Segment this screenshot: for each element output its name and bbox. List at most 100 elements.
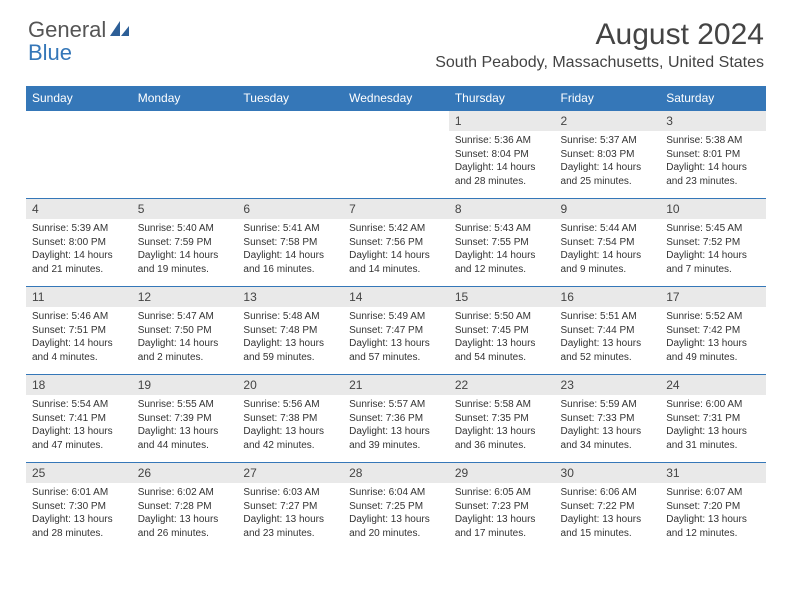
day-number: 13 bbox=[237, 287, 343, 307]
day-number: 29 bbox=[449, 463, 555, 483]
day-number: 8 bbox=[449, 199, 555, 219]
day-details: Sunrise: 5:50 AMSunset: 7:45 PMDaylight:… bbox=[449, 307, 555, 368]
day-header: Sunday bbox=[26, 86, 132, 111]
day-number: 2 bbox=[555, 111, 661, 131]
day-cell: 18Sunrise: 5:54 AMSunset: 7:41 PMDayligh… bbox=[26, 375, 132, 463]
day-number: 28 bbox=[343, 463, 449, 483]
day-number: 31 bbox=[660, 463, 766, 483]
logo: GeneralBlue bbox=[28, 18, 131, 64]
day-cell: 13Sunrise: 5:48 AMSunset: 7:48 PMDayligh… bbox=[237, 287, 343, 375]
day-header: Wednesday bbox=[343, 86, 449, 111]
day-cell bbox=[343, 111, 449, 199]
day-details: Sunrise: 5:41 AMSunset: 7:58 PMDaylight:… bbox=[237, 219, 343, 280]
day-cell: 20Sunrise: 5:56 AMSunset: 7:38 PMDayligh… bbox=[237, 375, 343, 463]
week-row: 25Sunrise: 6:01 AMSunset: 7:30 PMDayligh… bbox=[26, 463, 766, 551]
day-details: Sunrise: 6:01 AMSunset: 7:30 PMDaylight:… bbox=[26, 483, 132, 544]
day-number: 5 bbox=[132, 199, 238, 219]
day-cell: 15Sunrise: 5:50 AMSunset: 7:45 PMDayligh… bbox=[449, 287, 555, 375]
logo-text-blue: Blue bbox=[28, 40, 72, 65]
day-cell: 28Sunrise: 6:04 AMSunset: 7:25 PMDayligh… bbox=[343, 463, 449, 551]
day-number: 19 bbox=[132, 375, 238, 395]
day-cell: 12Sunrise: 5:47 AMSunset: 7:50 PMDayligh… bbox=[132, 287, 238, 375]
day-cell: 7Sunrise: 5:42 AMSunset: 7:56 PMDaylight… bbox=[343, 199, 449, 287]
day-cell: 23Sunrise: 5:59 AMSunset: 7:33 PMDayligh… bbox=[555, 375, 661, 463]
day-details: Sunrise: 5:49 AMSunset: 7:47 PMDaylight:… bbox=[343, 307, 449, 368]
day-details: Sunrise: 5:46 AMSunset: 7:51 PMDaylight:… bbox=[26, 307, 132, 368]
day-cell: 24Sunrise: 6:00 AMSunset: 7:31 PMDayligh… bbox=[660, 375, 766, 463]
day-number: 11 bbox=[26, 287, 132, 307]
day-cell: 9Sunrise: 5:44 AMSunset: 7:54 PMDaylight… bbox=[555, 199, 661, 287]
day-cell: 14Sunrise: 5:49 AMSunset: 7:47 PMDayligh… bbox=[343, 287, 449, 375]
day-details: Sunrise: 5:51 AMSunset: 7:44 PMDaylight:… bbox=[555, 307, 661, 368]
day-details: Sunrise: 5:56 AMSunset: 7:38 PMDaylight:… bbox=[237, 395, 343, 456]
day-number: 21 bbox=[343, 375, 449, 395]
day-cell: 26Sunrise: 6:02 AMSunset: 7:28 PMDayligh… bbox=[132, 463, 238, 551]
calendar-body: 1Sunrise: 5:36 AMSunset: 8:04 PMDaylight… bbox=[26, 111, 766, 551]
day-number: 9 bbox=[555, 199, 661, 219]
day-number: 6 bbox=[237, 199, 343, 219]
calendar-table: SundayMondayTuesdayWednesdayThursdayFrid… bbox=[26, 86, 766, 551]
day-details: Sunrise: 6:03 AMSunset: 7:27 PMDaylight:… bbox=[237, 483, 343, 544]
week-row: 18Sunrise: 5:54 AMSunset: 7:41 PMDayligh… bbox=[26, 375, 766, 463]
day-cell: 25Sunrise: 6:01 AMSunset: 7:30 PMDayligh… bbox=[26, 463, 132, 551]
day-cell: 27Sunrise: 6:03 AMSunset: 7:27 PMDayligh… bbox=[237, 463, 343, 551]
day-details: Sunrise: 5:37 AMSunset: 8:03 PMDaylight:… bbox=[555, 131, 661, 192]
week-row: 11Sunrise: 5:46 AMSunset: 7:51 PMDayligh… bbox=[26, 287, 766, 375]
month-title: August 2024 bbox=[435, 18, 764, 52]
day-number: 3 bbox=[660, 111, 766, 131]
day-cell: 29Sunrise: 6:05 AMSunset: 7:23 PMDayligh… bbox=[449, 463, 555, 551]
day-details: Sunrise: 6:00 AMSunset: 7:31 PMDaylight:… bbox=[660, 395, 766, 456]
logo-sail-icon bbox=[109, 18, 131, 41]
day-cell: 22Sunrise: 5:58 AMSunset: 7:35 PMDayligh… bbox=[449, 375, 555, 463]
day-number: 18 bbox=[26, 375, 132, 395]
day-cell: 21Sunrise: 5:57 AMSunset: 7:36 PMDayligh… bbox=[343, 375, 449, 463]
day-details: Sunrise: 5:58 AMSunset: 7:35 PMDaylight:… bbox=[449, 395, 555, 456]
day-number: 7 bbox=[343, 199, 449, 219]
day-details: Sunrise: 6:04 AMSunset: 7:25 PMDaylight:… bbox=[343, 483, 449, 544]
logo-text-general: General bbox=[28, 17, 106, 42]
day-cell: 4Sunrise: 5:39 AMSunset: 8:00 PMDaylight… bbox=[26, 199, 132, 287]
day-cell: 10Sunrise: 5:45 AMSunset: 7:52 PMDayligh… bbox=[660, 199, 766, 287]
day-details: Sunrise: 5:47 AMSunset: 7:50 PMDaylight:… bbox=[132, 307, 238, 368]
day-number: 22 bbox=[449, 375, 555, 395]
day-number: 30 bbox=[555, 463, 661, 483]
day-details: Sunrise: 6:05 AMSunset: 7:23 PMDaylight:… bbox=[449, 483, 555, 544]
day-header: Monday bbox=[132, 86, 238, 111]
day-cell bbox=[132, 111, 238, 199]
day-details: Sunrise: 5:39 AMSunset: 8:00 PMDaylight:… bbox=[26, 219, 132, 280]
day-details: Sunrise: 5:48 AMSunset: 7:48 PMDaylight:… bbox=[237, 307, 343, 368]
day-cell: 31Sunrise: 6:07 AMSunset: 7:20 PMDayligh… bbox=[660, 463, 766, 551]
day-number: 15 bbox=[449, 287, 555, 307]
day-cell: 2Sunrise: 5:37 AMSunset: 8:03 PMDaylight… bbox=[555, 111, 661, 199]
day-number: 23 bbox=[555, 375, 661, 395]
week-row: 4Sunrise: 5:39 AMSunset: 8:00 PMDaylight… bbox=[26, 199, 766, 287]
day-cell bbox=[26, 111, 132, 199]
day-header: Thursday bbox=[449, 86, 555, 111]
day-number: 24 bbox=[660, 375, 766, 395]
day-header: Friday bbox=[555, 86, 661, 111]
location: South Peabody, Massachusetts, United Sta… bbox=[435, 54, 764, 72]
week-row: 1Sunrise: 5:36 AMSunset: 8:04 PMDaylight… bbox=[26, 111, 766, 199]
day-number: 26 bbox=[132, 463, 238, 483]
day-number: 12 bbox=[132, 287, 238, 307]
day-details: Sunrise: 5:54 AMSunset: 7:41 PMDaylight:… bbox=[26, 395, 132, 456]
day-cell: 1Sunrise: 5:36 AMSunset: 8:04 PMDaylight… bbox=[449, 111, 555, 199]
day-details: Sunrise: 6:02 AMSunset: 7:28 PMDaylight:… bbox=[132, 483, 238, 544]
day-details: Sunrise: 5:44 AMSunset: 7:54 PMDaylight:… bbox=[555, 219, 661, 280]
day-number: 14 bbox=[343, 287, 449, 307]
day-details: Sunrise: 5:45 AMSunset: 7:52 PMDaylight:… bbox=[660, 219, 766, 280]
day-number: 10 bbox=[660, 199, 766, 219]
day-details: Sunrise: 5:43 AMSunset: 7:55 PMDaylight:… bbox=[449, 219, 555, 280]
title-block: August 2024 South Peabody, Massachusetts… bbox=[435, 18, 764, 72]
day-number: 27 bbox=[237, 463, 343, 483]
day-cell bbox=[237, 111, 343, 199]
day-number: 17 bbox=[660, 287, 766, 307]
day-details: Sunrise: 5:52 AMSunset: 7:42 PMDaylight:… bbox=[660, 307, 766, 368]
day-cell: 3Sunrise: 5:38 AMSunset: 8:01 PMDaylight… bbox=[660, 111, 766, 199]
day-details: Sunrise: 5:59 AMSunset: 7:33 PMDaylight:… bbox=[555, 395, 661, 456]
day-details: Sunrise: 6:06 AMSunset: 7:22 PMDaylight:… bbox=[555, 483, 661, 544]
day-cell: 5Sunrise: 5:40 AMSunset: 7:59 PMDaylight… bbox=[132, 199, 238, 287]
day-details: Sunrise: 5:36 AMSunset: 8:04 PMDaylight:… bbox=[449, 131, 555, 192]
day-number: 4 bbox=[26, 199, 132, 219]
day-cell: 17Sunrise: 5:52 AMSunset: 7:42 PMDayligh… bbox=[660, 287, 766, 375]
